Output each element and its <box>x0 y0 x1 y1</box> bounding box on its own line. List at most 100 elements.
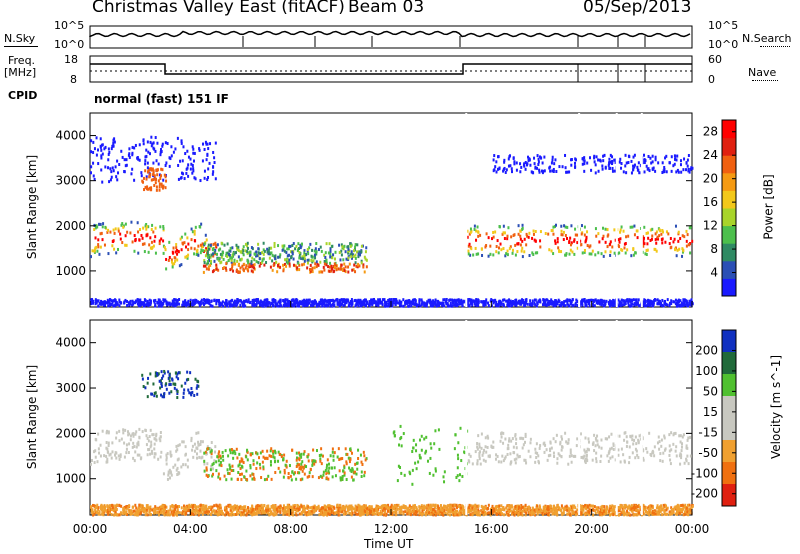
power-low-cell <box>173 298 176 302</box>
power-band-cell <box>257 251 260 255</box>
power-low-cell <box>143 303 146 307</box>
velocity-band-cell <box>345 460 348 464</box>
velocity-low-cell <box>519 505 522 509</box>
velocity-low-cell <box>371 509 374 513</box>
power-low-cell <box>203 299 206 303</box>
velocity-low-cell <box>402 504 405 508</box>
power-high-cell <box>118 163 121 167</box>
power-low-cell <box>160 304 163 308</box>
velocity-echo-cell <box>193 442 196 446</box>
power-high-cell <box>116 159 119 163</box>
velocity-echo-cell <box>133 445 136 449</box>
power-high-cell <box>99 137 102 141</box>
velocity-echo-cell <box>662 451 665 455</box>
power-low-cell <box>524 304 527 308</box>
power-low-cell <box>629 299 632 303</box>
power-echo-cell <box>583 248 586 252</box>
power-low-cell <box>254 304 257 308</box>
power-low-cell <box>317 302 320 306</box>
power-patch-cell <box>151 167 154 171</box>
power-band-cell <box>344 250 347 254</box>
power-low-cell <box>139 298 142 302</box>
power-band-cell <box>352 254 355 258</box>
power-low-cell <box>139 303 142 307</box>
velocity-echo-cell <box>117 454 120 458</box>
velocity-echo-cell <box>657 435 660 439</box>
power-band-cell <box>333 257 336 261</box>
velocity-echo-cell <box>682 433 685 437</box>
power-low-cell <box>380 300 383 304</box>
velocity-echo-cell <box>638 434 641 438</box>
velocity-band-cell <box>298 463 301 467</box>
power-low-cell <box>279 301 282 305</box>
power-band-cell <box>306 258 309 262</box>
power-high-cell <box>194 177 197 181</box>
velocity-echo-cell <box>191 448 194 452</box>
power-patch-cell <box>150 178 153 182</box>
power-band-cell <box>356 243 359 247</box>
power-low-cell <box>432 300 435 304</box>
velocity-echo-cell <box>506 447 509 451</box>
power-echo-cell <box>168 240 171 244</box>
power-high-cell <box>212 150 215 154</box>
velocity-band-cell <box>326 458 329 462</box>
velocity-patch-cell <box>160 384 163 388</box>
velocity-band-cell <box>243 475 246 479</box>
power-echo-cell <box>99 232 102 236</box>
velocity-low-cell <box>455 509 458 513</box>
power-band-cell <box>364 250 367 254</box>
power-echo-cell <box>112 239 115 243</box>
power-low-cell <box>534 298 537 302</box>
velocity-patch-cell <box>191 390 194 394</box>
power-far-cell <box>654 155 657 159</box>
power-low-cell <box>252 302 255 306</box>
velocity-echo-cell <box>555 433 558 437</box>
power-echo-cell <box>469 227 472 231</box>
power-echo-cell <box>536 251 539 255</box>
velocity-echo-cell <box>593 449 596 453</box>
power-band-cell <box>208 254 211 258</box>
power-band-cell <box>203 242 206 246</box>
velocity-low-cell <box>354 504 357 508</box>
power-low-cell <box>649 303 652 307</box>
velocity-patch-cell <box>158 379 161 383</box>
power-low-cell <box>397 301 400 305</box>
power-low-cell <box>210 299 213 303</box>
power-low-cell <box>506 301 509 305</box>
power-high-cell <box>138 143 141 147</box>
power-low-cell <box>226 304 229 308</box>
velocity-patch-cell <box>173 382 176 386</box>
power-band-cell <box>353 249 356 253</box>
velocity-low-cell <box>536 512 539 516</box>
power-band-cell <box>325 258 328 262</box>
power-low-cell <box>97 304 100 308</box>
velocity-band-cell <box>256 461 259 465</box>
power-far-cell <box>620 162 623 166</box>
velocity-echo-cell <box>522 443 525 447</box>
power-high-cell <box>112 169 115 173</box>
power-low-cell <box>252 300 255 304</box>
power-low-cell <box>417 303 420 307</box>
velocity-echo-cell <box>114 451 117 455</box>
power-band-cell <box>323 268 326 272</box>
power-far-cell <box>493 168 496 172</box>
power-echo-cell <box>602 234 605 238</box>
power-band-cell <box>266 247 269 251</box>
power-low-cell <box>165 300 168 304</box>
power-low-cell <box>525 298 528 302</box>
power-low-cell <box>614 300 617 304</box>
velocity-patch-cell <box>182 395 185 399</box>
power-far-cell <box>690 166 693 170</box>
velocity-band-cell <box>307 459 310 463</box>
velocity-band-cell <box>313 462 316 466</box>
velocity-low-cell <box>331 509 334 513</box>
velocity-patch-cell <box>176 372 179 376</box>
power-low-cell <box>158 301 161 305</box>
power-low-cell <box>157 304 160 308</box>
power-echo-cell <box>570 241 573 245</box>
velocity-echo-cell <box>97 432 100 436</box>
velocity-echo-cell <box>515 437 518 441</box>
velocity-band-cell <box>348 460 351 464</box>
velocity-echo-cell <box>507 439 510 443</box>
velocity-echo-cell <box>620 447 623 451</box>
